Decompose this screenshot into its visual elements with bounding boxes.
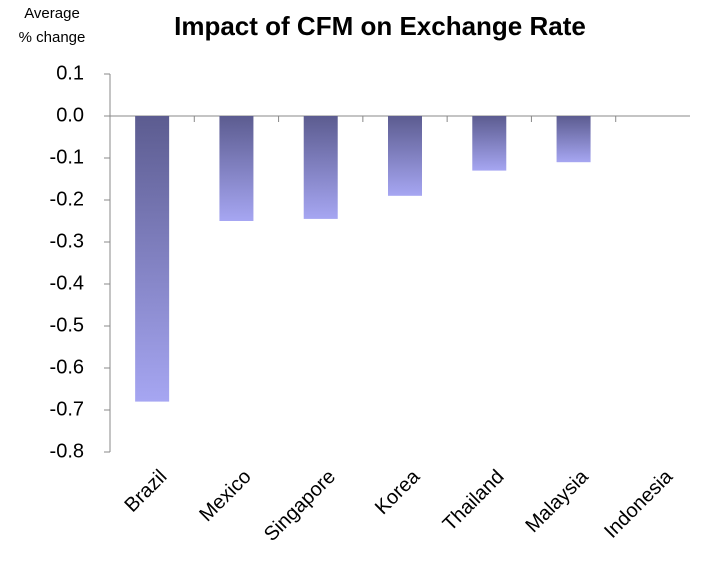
y-axis-label: % change [19, 29, 86, 46]
x-tick-label: Singapore [260, 466, 340, 546]
x-tick-label: Malaysia [521, 465, 593, 537]
bar [219, 116, 254, 221]
bar [135, 116, 170, 402]
y-tick-label: -0.3 [50, 230, 84, 252]
x-tick-label: Mexico [195, 466, 255, 526]
y-tick-label: -0.1 [50, 146, 84, 168]
y-axis-label: Average [24, 5, 80, 22]
bar [388, 116, 422, 196]
y-tick-label: 0.0 [56, 104, 84, 126]
x-tick-label: Thailand [439, 466, 509, 536]
y-tick-label: -0.7 [50, 398, 84, 420]
x-tick-label: Korea [371, 465, 425, 519]
y-tick-label: -0.2 [50, 188, 84, 210]
y-tick-label: 0.1 [56, 62, 84, 84]
x-tick-label: Brazil [120, 466, 171, 517]
y-tick-label: -0.8 [50, 440, 84, 462]
y-tick-label: -0.6 [50, 356, 84, 378]
y-tick-label: -0.4 [50, 272, 84, 294]
bar [472, 116, 507, 171]
bar [303, 116, 338, 219]
chart-title: Impact of CFM on Exchange Rate [174, 11, 586, 41]
y-tick-label: -0.5 [50, 314, 84, 336]
bar [556, 116, 591, 163]
x-tick-label: Indonesia [600, 465, 678, 543]
